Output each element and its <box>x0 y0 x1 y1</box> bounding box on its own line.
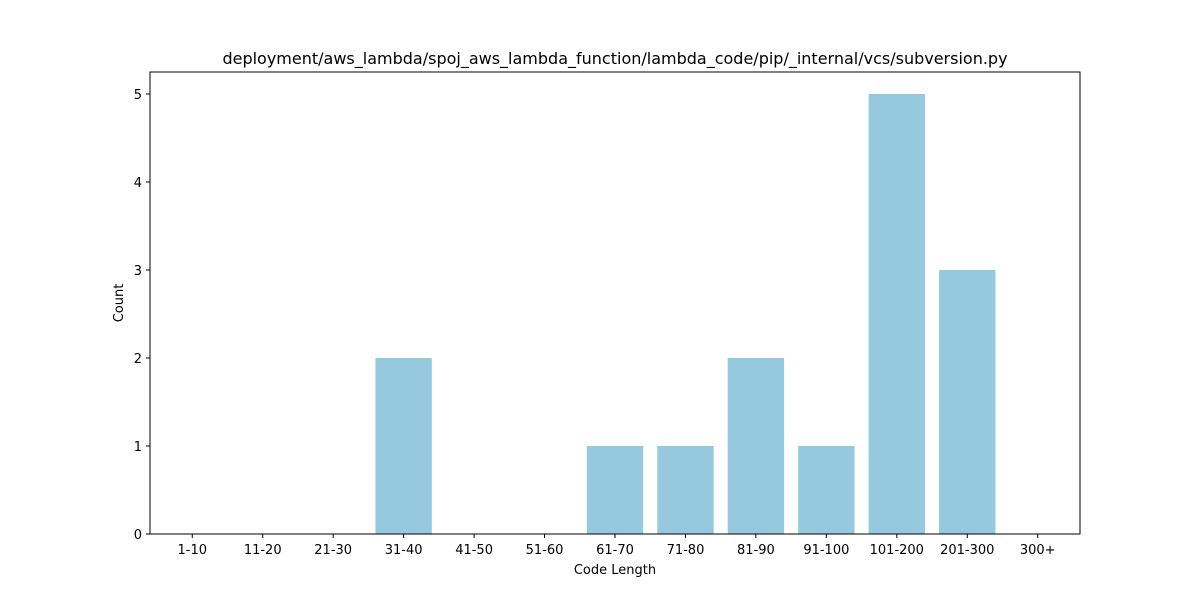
bar-201-300 <box>939 270 996 534</box>
bar-101-200 <box>868 94 925 534</box>
y-tick-label: 5 <box>134 88 142 103</box>
y-tick-label: 0 <box>134 528 142 543</box>
x-axis-ticks: 1-10 11-20 21-30 31-40 41-50 51-60 61-70 71-80 8… <box>178 534 1056 558</box>
bar-31-40 <box>375 358 432 534</box>
x-tick-label: 51-60 <box>526 543 564 558</box>
y-tick-label: 1 <box>134 440 142 455</box>
y-tick-label: 2 <box>134 352 142 367</box>
chart-title: deployment/aws_lambda/spoj_aws_lambda_fu… <box>222 49 1007 69</box>
x-tick-label: 101-200 <box>870 543 924 558</box>
x-axis-label: Code Length <box>574 563 656 578</box>
y-tick-label: 4 <box>134 176 142 191</box>
x-tick-label: 300+ <box>1020 543 1056 558</box>
bar-81-90 <box>727 358 785 534</box>
x-tick-label: 21-30 <box>314 543 352 558</box>
x-tick-label: 11-20 <box>244 543 282 558</box>
x-tick-label: 71-80 <box>667 543 705 558</box>
x-tick-label: 41-50 <box>455 543 493 558</box>
x-tick-label: 81-90 <box>737 543 775 558</box>
y-axis-label: Count <box>112 284 127 323</box>
y-tick-label: 3 <box>134 264 142 279</box>
x-tick-label: 1-10 <box>178 543 208 558</box>
bar-91-100 <box>798 446 855 534</box>
bars <box>375 94 996 534</box>
bar-61-70 <box>586 446 644 534</box>
bar-71-80 <box>657 446 714 534</box>
x-tick-label: 91-100 <box>803 543 849 558</box>
x-tick-label: 61-70 <box>596 543 634 558</box>
x-tick-label: 201-300 <box>940 543 994 558</box>
x-tick-label: 31-40 <box>385 543 423 558</box>
y-axis-ticks: 0 1 2 3 4 5 <box>134 88 150 543</box>
